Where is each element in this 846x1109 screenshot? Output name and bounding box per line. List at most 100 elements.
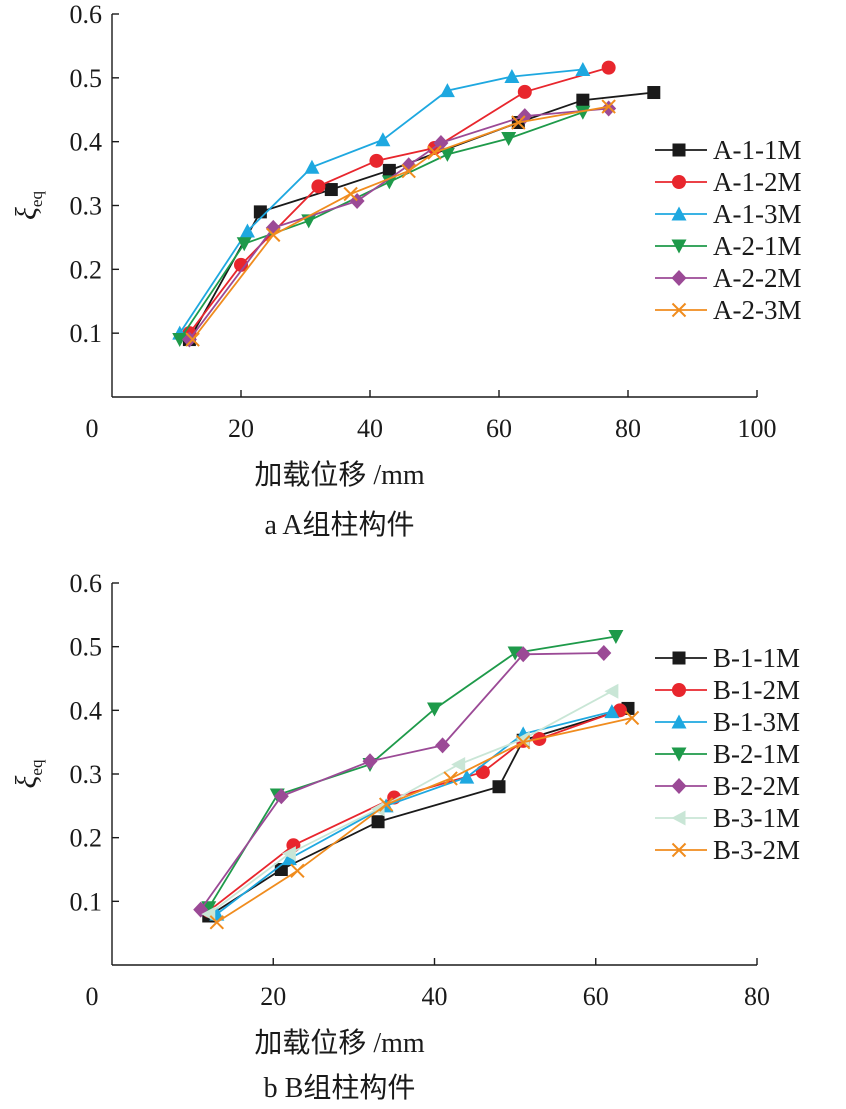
legend-label: B-1-1M — [713, 643, 800, 673]
data-point — [427, 145, 442, 160]
data-point — [504, 69, 520, 84]
legend-marker — [671, 302, 687, 318]
legend-marker — [671, 842, 687, 858]
data-point — [401, 163, 416, 179]
series-A-1-3M — [172, 62, 591, 340]
series-line — [208, 690, 613, 915]
data-point — [501, 131, 517, 146]
legend-marker — [671, 714, 687, 729]
y-tick-label: 0.5 — [70, 64, 103, 93]
y-axis-title: ξeq — [10, 191, 46, 220]
y-tick-label: 0.3 — [70, 192, 103, 221]
panel-caption: a A组柱构件 — [264, 509, 414, 541]
data-point — [517, 84, 532, 99]
legend-label: B-3-1M — [713, 803, 800, 833]
data-point — [596, 645, 612, 662]
series-B-3-2M — [209, 710, 640, 930]
legend-item: B-3-1M — [655, 803, 800, 833]
legend-item: B-3-2M — [655, 835, 800, 865]
x-tick-label: 100 — [738, 414, 777, 443]
series-line — [178, 68, 583, 334]
legend-item: A-2-3M — [655, 295, 802, 325]
data-point — [507, 646, 523, 661]
legend-marker — [671, 747, 687, 762]
series-line — [199, 652, 604, 911]
legend-label: A-2-2M — [713, 263, 802, 293]
x-tick-label: 60 — [486, 414, 512, 443]
y-axis-title-subscript: eq — [27, 759, 46, 776]
legend-item: B-1-2M — [655, 675, 800, 705]
legend-marker — [672, 651, 686, 665]
x-tick-label: 60 — [583, 982, 609, 1011]
y-axis-title-main: ξ — [10, 775, 43, 788]
data-point — [369, 153, 384, 168]
data-point — [382, 163, 396, 177]
x-tick-label: 0 — [86, 982, 99, 1011]
data-point — [172, 333, 188, 348]
chart-panel-a: 0.1 0.2 0.3 0.4 0.5 0.6 0 20 40 60 80 100 ξeq 加载位移 /m… — [10, 0, 802, 541]
y-tick-label: 0.1 — [70, 887, 103, 916]
x-tick-label: 20 — [228, 414, 254, 443]
series-A-1-2M — [182, 60, 616, 341]
data-point — [576, 93, 590, 107]
data-point — [439, 147, 455, 162]
legend-marker — [671, 270, 687, 286]
legend-marker — [671, 810, 686, 826]
data-point — [311, 179, 326, 194]
legend-item: B-1-3M — [655, 707, 800, 737]
data-point — [281, 846, 296, 862]
data-point — [459, 769, 475, 784]
y-tick-label: 0.2 — [70, 255, 103, 284]
y-tick-label: 0.4 — [70, 128, 103, 157]
data-point — [236, 237, 252, 252]
legend-marker — [671, 778, 687, 794]
y-tick-label: 0.2 — [70, 824, 103, 853]
legend-marker — [671, 239, 687, 254]
x-tick-label: 80 — [615, 414, 641, 443]
data-point — [604, 683, 619, 699]
legend-marker — [672, 683, 686, 697]
data-point — [439, 83, 455, 98]
series-A-1-1M — [182, 86, 661, 347]
y-tick-label: 0.3 — [70, 760, 103, 789]
y-tick-label: 0.6 — [70, 0, 103, 29]
series-line — [208, 635, 617, 909]
y-tick-label: 0.5 — [70, 633, 103, 662]
data-point — [266, 227, 281, 243]
y-tick-label: 0.1 — [70, 319, 103, 348]
legend-label: A-1-3M — [713, 199, 802, 229]
data-point — [239, 223, 255, 238]
x-axis-title: 加载位移 /mm — [254, 459, 425, 491]
data-point — [324, 183, 338, 197]
data-point — [601, 99, 616, 114]
data-point — [451, 756, 466, 772]
data-point — [492, 780, 506, 794]
x-tick-label: 20 — [260, 982, 286, 1011]
data-point — [371, 815, 385, 829]
legend-item: B-1-1M — [655, 643, 800, 673]
y-axis-title-subscript: eq — [27, 191, 46, 208]
series-line — [188, 107, 609, 341]
data-point — [181, 331, 197, 348]
series-line — [188, 66, 609, 334]
y-axis-title: ξeq — [10, 759, 46, 788]
y-tick-label: 0.6 — [70, 569, 103, 598]
data-point — [575, 62, 591, 77]
data-point — [304, 159, 320, 174]
data-point — [362, 753, 378, 770]
data-point — [433, 134, 449, 151]
data-point — [427, 702, 442, 717]
data-point — [435, 737, 451, 754]
data-point — [575, 105, 591, 120]
y-tick-label: 0.4 — [70, 696, 103, 725]
series-B-3-1M — [201, 683, 619, 922]
series-line — [216, 717, 633, 924]
data-point — [604, 704, 620, 719]
data-point — [370, 801, 385, 817]
legend-label: A-1-2M — [713, 167, 802, 197]
data-point — [515, 731, 530, 747]
data-point — [234, 257, 248, 272]
data-point — [378, 797, 394, 812]
y-axis-title-main: ξ — [10, 207, 43, 220]
data-point — [601, 60, 616, 75]
